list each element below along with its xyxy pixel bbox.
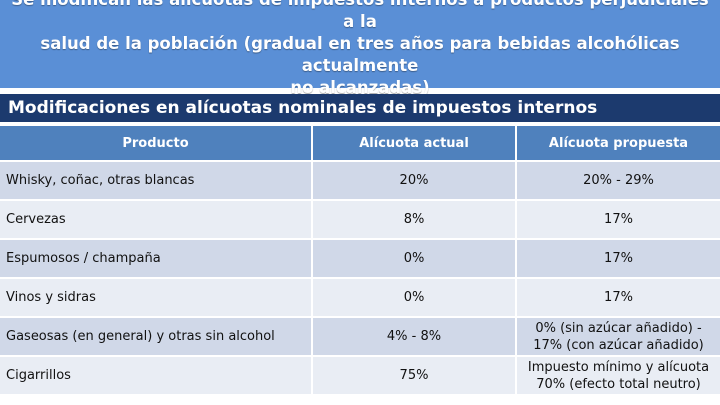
current-rate-cell: 4% - 8% [312,317,517,357]
table-row: Cigarrillos 75% Impuesto mínimo y alícuo… [0,356,720,396]
header-proposed-rate: Alícuota propuesta [516,126,720,162]
banner-line-3: no alcanzadas) [290,78,430,97]
product-cell: Whisky, coñac, otras blancas [0,161,313,201]
proposed-rate-cell: 0% (sin azúcar añadido) - 17% (con azúca… [516,317,720,357]
current-rate-cell: 0% [312,239,517,279]
table-row: Espumosos / champaña 0% 17% [0,239,720,279]
proposed-rate-cell: 20% - 29% [516,161,720,201]
proposed-rate-line-2: 17% (con azúcar añadido) [533,337,704,353]
proposed-rate-cell: 17% [516,278,720,318]
product-cell: Cervezas [0,200,313,240]
current-rate-cell: 20% [312,161,517,201]
current-rate-cell: 75% [312,356,517,396]
proposed-rate-cell: 17% [516,200,720,240]
product-cell: Vinos y sidras [0,278,313,318]
proposed-rate-line-1: Impuesto mínimo y alícuota [527,359,710,375]
banner-line-2: salud de la población (gradual en tres a… [40,34,680,75]
proposed-rate-line-2: 70% (efecto total neutro) [536,376,701,392]
table-row: Gaseosas (en general) y otras sin alcoho… [0,317,720,357]
current-rate-cell: 0% [312,278,517,318]
tax-rates-table: Producto Alícuota actual Alícuota propue… [0,126,720,396]
banner-line-1: Se modifican las alícuotas de impuestos … [11,0,708,31]
table-subtitle: Modificaciones en alícuotas nominales de… [0,94,720,122]
table-row: Cervezas 8% 17% [0,200,720,240]
title-banner: Se modifican las alícuotas de impuestos … [0,0,720,97]
table-row: Vinos y sidras 0% 17% [0,278,720,318]
product-cell: Gaseosas (en general) y otras sin alcoho… [0,317,313,357]
product-cell: Cigarrillos [0,356,313,396]
current-rate-cell: 8% [312,200,517,240]
table-header-row: Producto Alícuota actual Alícuota propue… [0,126,720,162]
table-row: Whisky, coñac, otras blancas 20% 20% - 2… [0,161,720,201]
proposed-rate-cell: Impuesto mínimo y alícuota 70% (efecto t… [516,356,720,396]
proposed-rate-line-1: 0% (sin azúcar añadido) - [535,320,702,336]
product-cell: Espumosos / champaña [0,239,313,279]
banner-text: Se modifican las alícuotas de impuestos … [6,0,714,99]
proposed-rate-cell: 17% [516,239,720,279]
header-current-rate: Alícuota actual [312,126,517,162]
header-product: Producto [0,126,313,162]
